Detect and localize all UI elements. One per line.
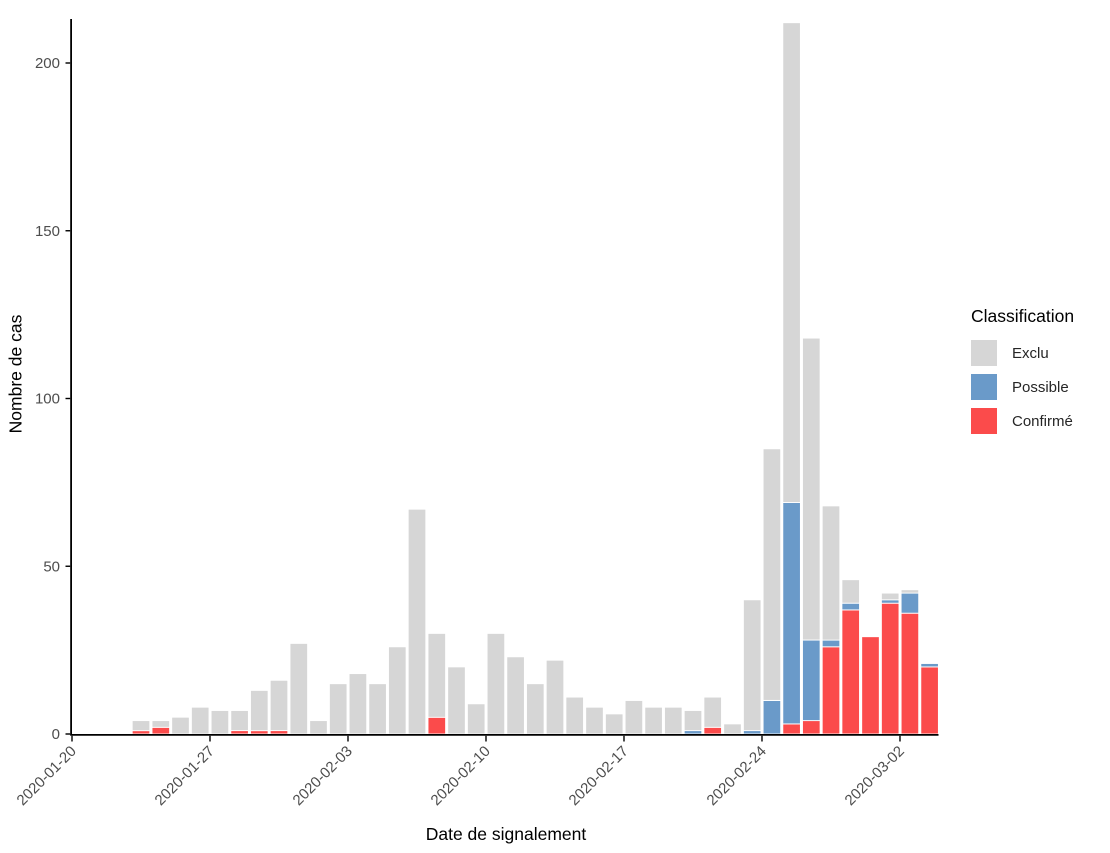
bar-segment-exclu-2020-02-15 (585, 706, 604, 735)
bar-segment-confirme-2020-03-03 (920, 666, 939, 735)
bar-segment-exclu-2020-02-01 (309, 720, 328, 735)
bar-segment-confirme-2020-02-21 (703, 726, 722, 735)
bar-segment-exclu-2020-03-01 (880, 592, 900, 601)
bar-segment-exclu-2020-02-09 (466, 703, 486, 735)
legend-label-confirme: Confirmé (1012, 412, 1073, 430)
bar-segment-exclu-2020-02-17 (624, 700, 644, 735)
bar-segment-confirme-2020-01-24 (151, 726, 171, 735)
legend-swatch-confirme (971, 408, 997, 434)
bar-segment-exclu-2020-02-20 (683, 710, 703, 732)
bar-segment-exclu-2020-01-31 (289, 642, 309, 735)
bar-segment-exclu-2020-02-16 (604, 713, 624, 735)
bar-segment-exclu-2020-02-23 (742, 599, 762, 732)
bar-segment-exclu-2020-02-10 (486, 632, 506, 735)
bar-segment-exclu-2020-01-28 (230, 710, 249, 732)
legend: Classification Exclu Possible Confirmé (971, 306, 1074, 442)
bar-segment-exclu-2020-01-24 (151, 720, 171, 728)
bar-segment-possible-2020-02-27 (821, 639, 841, 648)
x-tick-label: 2020-02-03 (290, 743, 356, 809)
x-tick-label: 2020-02-17 (566, 743, 632, 809)
legend-title: Classification (971, 306, 1075, 326)
bar-segment-exclu-2020-02-04 (368, 683, 387, 735)
bar-segment-exclu-2020-02-03 (348, 673, 368, 735)
bar-segment-exclu-2020-01-23 (131, 720, 151, 732)
legend-entry-confirme: Confirmé (971, 408, 1074, 434)
bar-segment-confirme-2020-02-07 (427, 716, 447, 735)
bar-segment-possible-2020-02-24 (762, 700, 782, 735)
bar-segment-exclu-2020-02-08 (447, 666, 466, 735)
y-tick-label: 150 (35, 223, 60, 240)
bar-segment-exclu-2020-02-25 (782, 22, 801, 503)
bar-segment-exclu-2020-02-19 (664, 706, 683, 735)
x-tick-label: 2020-01-27 (152, 743, 218, 809)
bar-segment-exclu-2020-01-25 (171, 716, 190, 735)
bar-segment-possible-2020-03-01 (880, 599, 900, 604)
bar-segment-confirme-2020-02-29 (861, 636, 880, 735)
bar-segment-possible-2020-02-28 (841, 602, 860, 611)
x-tick-label: 2020-02-10 (428, 743, 494, 809)
legend-swatch-exclu (971, 340, 997, 366)
bar-segment-confirme-2020-03-01 (880, 602, 900, 735)
bar-segment-exclu-2020-02-07 (427, 632, 447, 718)
bar-segment-exclu-2020-02-28 (841, 579, 860, 604)
y-tick-label: 50 (43, 558, 60, 575)
bar-segment-exclu-2020-02-14 (565, 696, 584, 735)
bar-segment-possible-2020-02-20 (683, 730, 703, 735)
bar-segment-confirme-2020-01-30 (269, 730, 289, 735)
bar-segment-confirme-2020-02-25 (782, 723, 801, 735)
bar-segment-possible-2020-02-23 (742, 730, 762, 735)
bar-segment-exclu-2020-01-27 (210, 710, 230, 735)
bar-segment-exclu-2020-02-24 (762, 448, 782, 701)
legend-swatch-possible (971, 374, 997, 400)
legend-entry-exclu: Exclu (971, 340, 1074, 366)
bar-segment-exclu-2020-02-18 (644, 706, 663, 735)
bar-segment-exclu-2020-02-05 (388, 646, 407, 735)
y-tick-label: 200 (35, 55, 60, 72)
legend-entry-possible: Possible (971, 374, 1074, 400)
bar-segment-confirme-2020-02-28 (841, 609, 860, 735)
y-tick-label: 100 (35, 391, 60, 408)
y-axis-title: Nombre de cas (5, 314, 26, 434)
bar-segment-possible-2020-03-03 (920, 663, 939, 668)
bar-segment-exclu-2020-03-02 (900, 589, 920, 594)
bar-segment-exclu-2020-02-27 (821, 505, 841, 641)
bar-segment-exclu-2020-02-21 (703, 696, 722, 728)
legend-label-exclu: Exclu (1012, 344, 1049, 362)
bar-segment-exclu-2020-01-26 (190, 706, 210, 735)
bar-segment-exclu-2020-02-11 (506, 656, 525, 735)
bar-segment-exclu-2020-02-13 (545, 659, 565, 735)
bar-segment-exclu-2020-01-30 (269, 679, 289, 732)
bar-segment-confirme-2020-03-02 (900, 612, 920, 735)
bar-segment-confirme-2020-02-27 (821, 646, 841, 735)
bar-segment-exclu-2020-02-02 (328, 683, 348, 735)
bar-segment-possible-2020-03-02 (900, 592, 920, 614)
bar-segment-exclu-2020-02-22 (723, 723, 742, 735)
bar-segment-exclu-2020-02-26 (802, 337, 821, 641)
bar-segment-possible-2020-02-25 (782, 502, 801, 725)
x-tick-label: 2020-03-02 (842, 743, 908, 809)
bar-segment-exclu-2020-02-12 (526, 683, 545, 735)
x-tick-label: 2020-01-20 (14, 743, 80, 809)
bar-segment-exclu-2020-01-29 (250, 689, 269, 732)
y-tick-label: 0 (52, 726, 60, 743)
bar-segment-possible-2020-02-26 (802, 639, 821, 722)
x-axis-title: Date de signalement (425, 824, 587, 844)
bar-segment-confirme-2020-02-26 (802, 720, 821, 735)
bar-segment-exclu-2020-02-06 (407, 508, 427, 735)
legend-label-possible: Possible (1012, 378, 1069, 396)
x-tick-label: 2020-02-24 (704, 743, 770, 809)
bar-segment-confirme-2020-01-28 (230, 730, 249, 735)
